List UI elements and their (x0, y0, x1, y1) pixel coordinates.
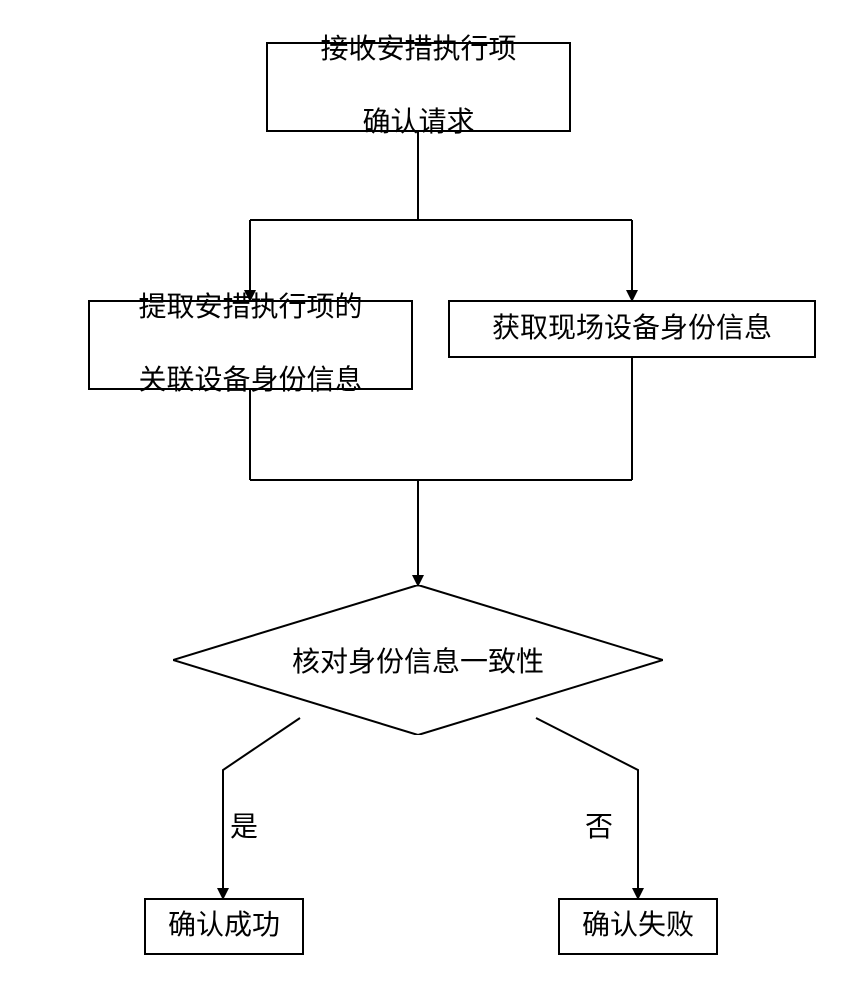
flow-connectors (0, 0, 866, 1000)
node-text-line: 提取安措执行项的 (138, 290, 362, 326)
node-get-site-device-id: 获取现场设备身份信息 (448, 300, 816, 358)
node-text-line: 确认失败 (582, 908, 694, 944)
edge-label-no: 否 (585, 805, 613, 845)
node-check-consistency: 核对身份信息一致性 (173, 585, 663, 735)
node-receive-request: 接收安措执行项 确认请求 (266, 42, 571, 132)
node-confirm-fail: 确认失败 (558, 898, 718, 955)
node-text-line: 关联设备身份信息 (138, 363, 362, 399)
node-confirm-success: 确认成功 (144, 898, 304, 955)
node-extract-device-id: 提取安措执行项的 关联设备身份信息 (88, 300, 413, 390)
diamond-text: 核对身份信息一致性 (173, 640, 663, 680)
node-text-line: 获取现场设备身份信息 (492, 311, 772, 347)
node-text-line: 接收安措执行项 (320, 32, 516, 68)
edge-label-yes: 是 (230, 805, 258, 845)
node-text-line: 确认请求 (320, 105, 516, 141)
node-text-line: 确认成功 (168, 908, 280, 944)
